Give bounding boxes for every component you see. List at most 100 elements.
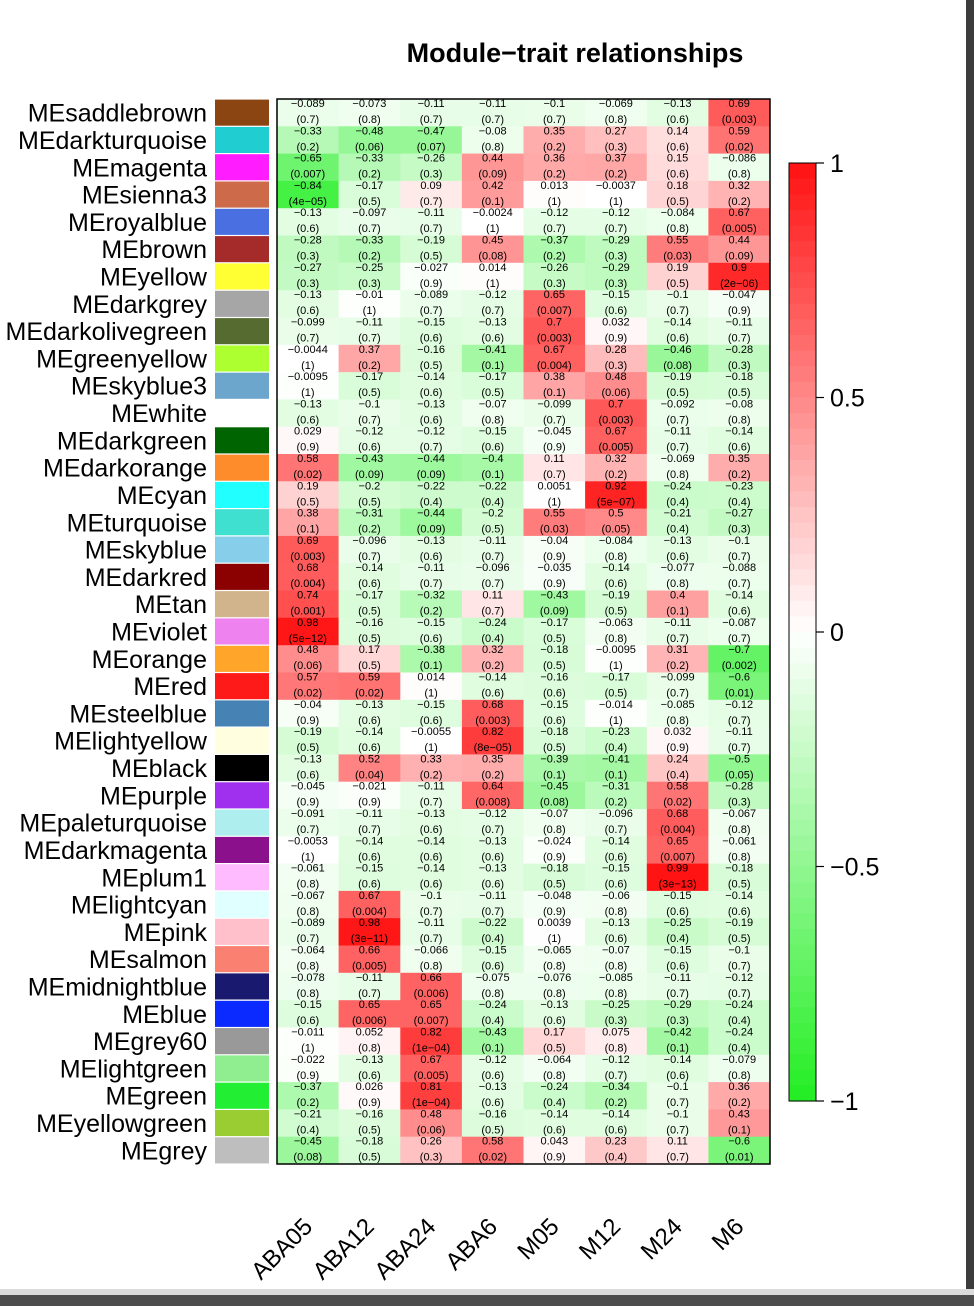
heatmap-cell (277, 1082, 340, 1110)
cell-correlation-label: −0.21 (664, 508, 692, 520)
cell-correlation-label: 0.57 (297, 672, 318, 684)
module-color-swatch-MElightgreen (215, 1055, 269, 1082)
heatmap-cell (708, 99, 771, 127)
cell-correlation-label: −0.34 (602, 1081, 630, 1093)
heatmap-cell (646, 372, 709, 400)
cell-correlation-label: −0.14 (355, 726, 383, 738)
legend-color-step (789, 1007, 816, 1024)
heatmap-cell (400, 317, 463, 346)
cell-correlation-label: 0.4 (670, 590, 685, 602)
cell-pvalue-label: (0.2) (605, 469, 628, 481)
cell-correlation-label: −0.43 (540, 590, 568, 602)
cell-correlation-label: −0.089 (291, 98, 325, 110)
chart-title: Module−trait relationships (407, 38, 744, 68)
cell-correlation-label: −0.14 (355, 835, 383, 847)
cell-pvalue-label: (0.4) (481, 1015, 504, 1027)
heatmap-cell (708, 863, 771, 892)
cell-pvalue-label: (0.6) (543, 715, 566, 727)
legend-color-step (789, 194, 816, 211)
heatmap-cell (400, 590, 463, 619)
module-color-swatch-MEdarkorange (215, 454, 269, 481)
heatmap-cell (708, 809, 771, 837)
heatmap-cell (461, 699, 524, 728)
heatmap-cell (523, 918, 586, 946)
cell-correlation-label: −0.13 (294, 398, 322, 410)
cell-correlation-label: −0.18 (540, 644, 568, 656)
cell-correlation-label: 0.58 (297, 453, 318, 465)
cell-correlation-label: −0.047 (722, 289, 756, 301)
cell-pvalue-label: (0.2) (420, 606, 443, 618)
legend-color-step (789, 991, 816, 1008)
cell-correlation-label: −0.14 (602, 835, 630, 847)
cell-pvalue-label: (0.9) (543, 1152, 566, 1164)
row-label-MEgreen: MEgreen (106, 1083, 207, 1111)
cell-pvalue-label: (0.8) (543, 988, 566, 1000)
module-color-swatch-MEpink (215, 918, 269, 945)
cell-correlation-label: 0.92 (605, 480, 626, 492)
heatmap-cell (338, 535, 401, 564)
cell-correlation-label: −0.084 (661, 207, 695, 219)
heatmap-cell (708, 399, 771, 428)
cell-pvalue-label: (0.4) (728, 496, 751, 508)
row-label-MEdarkgreen: MEdarkgreen (57, 427, 207, 455)
cell-correlation-label: −0.28 (725, 781, 753, 793)
cell-correlation-label: −0.7 (728, 644, 750, 656)
heatmap-cell (338, 836, 401, 865)
cell-pvalue-label: (0.5) (420, 360, 443, 372)
heatmap-cell (400, 535, 463, 564)
cell-correlation-label: 0.24 (667, 753, 688, 765)
heatmap-cell (338, 372, 401, 400)
legend-color-step (789, 960, 816, 977)
cell-pvalue-label: (0.1) (481, 196, 504, 208)
cell-pvalue-label: (0.7) (543, 414, 566, 426)
cell-pvalue-label: (0.6) (481, 851, 504, 863)
cell-correlation-label: −0.13 (294, 753, 322, 765)
cell-correlation-label: −0.0053 (288, 835, 328, 847)
heatmap-cell (708, 645, 771, 673)
cell-correlation-label: −0.096 (352, 535, 386, 547)
cell-pvalue-label: (0.1) (420, 660, 443, 672)
cell-pvalue-label: (0.05) (602, 524, 631, 536)
cell-pvalue-label: (0.09) (355, 469, 384, 481)
heatmap-cell (646, 727, 709, 755)
heatmap-cell (646, 344, 709, 373)
legend-color-step (789, 397, 816, 414)
heatmap-cell (400, 945, 463, 974)
legend-color-step (789, 444, 816, 461)
cell-pvalue-label: (0.9) (666, 742, 689, 754)
legend-color-step (789, 225, 816, 242)
cell-pvalue-label: (0.4) (605, 1152, 628, 1164)
cell-correlation-label: −0.41 (602, 753, 630, 765)
heatmap-cell (646, 781, 709, 810)
cell-pvalue-label: (0.7) (420, 196, 443, 208)
heatmap-cell (461, 781, 524, 810)
cell-pvalue-label: (0.6) (296, 769, 319, 781)
cell-pvalue-label: (0.1) (481, 1043, 504, 1055)
cell-correlation-label: 0.67 (359, 890, 380, 902)
heatmap-cell (523, 153, 586, 182)
cell-pvalue-label: (1) (424, 742, 437, 754)
cell-correlation-label: 0.075 (602, 1027, 630, 1039)
cell-correlation-label: 0.44 (728, 235, 749, 247)
heatmap-cell (338, 781, 401, 810)
heatmap-cell (708, 262, 771, 291)
heatmap-cell (461, 399, 524, 428)
cell-pvalue-label: (0.02) (725, 141, 754, 153)
cell-pvalue-label: (0.8) (296, 988, 319, 1000)
cell-pvalue-label: (4e−05) (289, 196, 327, 208)
cell-pvalue-label: (0.3) (605, 278, 628, 290)
cell-correlation-label: −0.15 (540, 699, 568, 711)
cell-correlation-label: 0.69 (297, 535, 318, 547)
heatmap-cell (708, 1000, 771, 1028)
cell-pvalue-label: (0.6) (296, 1015, 319, 1027)
cell-correlation-label: −0.021 (352, 781, 386, 793)
cell-correlation-label: −0.37 (540, 235, 568, 247)
cell-pvalue-label: (0.04) (355, 769, 384, 781)
column-label-M12: M12 (574, 1213, 626, 1265)
heatmap-cell (461, 426, 524, 455)
cell-pvalue-label: (0.8) (543, 961, 566, 973)
row-label-MEdarkmagenta: MEdarkmagenta (24, 837, 208, 865)
legend-color-step (789, 741, 816, 758)
cell-pvalue-label: (0.3) (605, 1015, 628, 1027)
heatmap-cell (338, 972, 401, 1001)
